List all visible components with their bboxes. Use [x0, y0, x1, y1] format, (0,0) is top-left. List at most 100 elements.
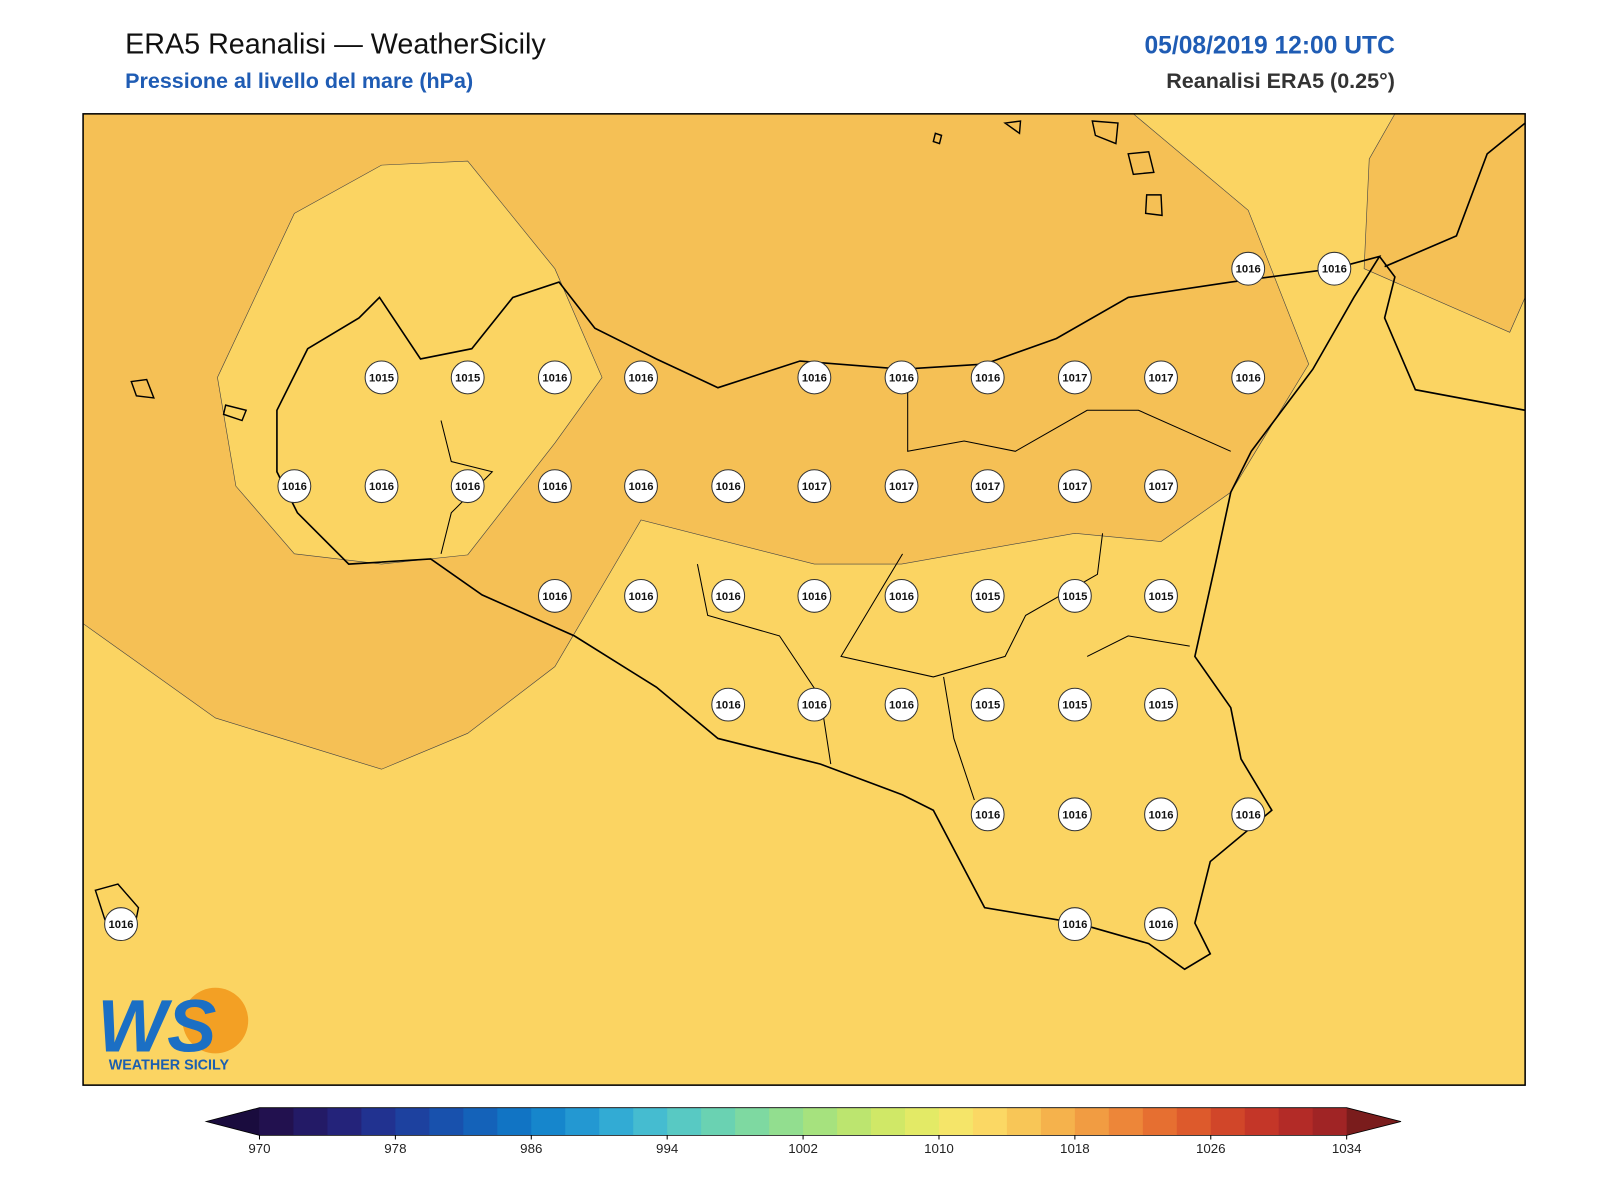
colorbar-swatch — [463, 1107, 498, 1136]
colorbar-tick-label: 978 — [384, 1141, 406, 1156]
station-value: 1017 — [1148, 372, 1173, 384]
station-value: 1015 — [975, 591, 1000, 603]
colorbar-swatch — [972, 1107, 1008, 1136]
station-marker — [1057, 797, 1092, 832]
colorbar-swatch — [735, 1107, 770, 1136]
colorbar-tick-label: 986 — [520, 1141, 542, 1156]
station-value: 1016 — [1062, 809, 1087, 821]
colorbar-swatch — [1142, 1107, 1178, 1136]
station-marker — [1057, 578, 1092, 613]
station-value: 1016 — [628, 372, 653, 384]
colorbar-swatch — [871, 1107, 906, 1136]
station-value: 1015 — [369, 372, 394, 384]
station-value: 1016 — [628, 591, 653, 603]
colorbar-swatch — [361, 1107, 396, 1136]
station-value: 1016 — [1236, 264, 1261, 276]
colorbar-extend-high — [1346, 1107, 1402, 1136]
colorbar-tick-label: 1002 — [788, 1141, 818, 1156]
station-marker — [1231, 360, 1266, 395]
station-marker — [1231, 797, 1266, 832]
station-value: 1016 — [1062, 919, 1087, 931]
colorbar-swatch — [531, 1107, 566, 1136]
station-value: 1016 — [975, 372, 1000, 384]
station-marker — [450, 469, 485, 504]
station-value: 1015 — [1062, 591, 1087, 603]
station-value: 1016 — [369, 481, 394, 493]
station-marker — [1231, 251, 1266, 286]
station-value: 1016 — [716, 481, 741, 493]
colorbar-swatch — [701, 1107, 736, 1136]
colorbar-swatch — [599, 1107, 634, 1136]
station-marker — [1144, 469, 1178, 504]
colorbar-extend-low — [206, 1107, 260, 1136]
station-marker — [104, 907, 138, 942]
station-marker — [797, 687, 832, 722]
station-marker — [884, 469, 919, 504]
station-marker — [1057, 687, 1092, 722]
station-value: 1016 — [542, 481, 567, 493]
colorbar-swatch — [905, 1107, 940, 1136]
map: 1016 1016 1015 1015 1016 1016 1016 1016 1016 1017… — [82, 113, 1526, 1086]
station-value: 1016 — [889, 591, 914, 603]
station-marker — [624, 578, 658, 613]
station-marker — [797, 469, 832, 504]
station-marker — [364, 360, 399, 395]
station-value: 1017 — [802, 481, 827, 493]
colorbar-swatch — [1244, 1107, 1280, 1136]
station-marker — [1144, 578, 1178, 613]
station-marker — [970, 360, 1005, 395]
station-value: 1015 — [455, 372, 480, 384]
station-marker — [1057, 360, 1092, 395]
station-value: 1017 — [1148, 481, 1173, 493]
calabria-coast — [1378, 122, 1526, 412]
station-marker — [711, 578, 746, 613]
station-marker — [1144, 797, 1178, 832]
station-marker — [537, 360, 572, 395]
colorbar-swatch — [1278, 1107, 1314, 1136]
station-marker — [1144, 360, 1178, 395]
colorbar-swatch — [259, 1107, 294, 1136]
logo: WS WEATHER SICILY — [97, 984, 249, 1074]
colorbar-tick-label: 1026 — [1196, 1141, 1226, 1156]
station-value: 1017 — [1062, 372, 1087, 384]
station-value: 1016 — [716, 591, 741, 603]
map-frame — [82, 113, 1526, 1086]
logo-name: WEATHER SICILY — [109, 1058, 230, 1074]
station-value: 1016 — [1236, 372, 1261, 384]
colorbar-swatch — [497, 1107, 532, 1136]
station-marker — [624, 469, 658, 504]
station-value: 1015 — [1148, 700, 1173, 712]
station-value: 1015 — [1062, 700, 1087, 712]
colorbar-swatch — [395, 1107, 430, 1136]
station-marker — [1144, 687, 1178, 722]
colorbar-swatch — [633, 1107, 668, 1136]
colorbar-swatch — [769, 1107, 804, 1136]
station-value: 1016 — [802, 591, 827, 603]
colorbar-swatch — [565, 1107, 600, 1136]
station-value: 1016 — [1236, 809, 1261, 821]
station-marker — [1317, 251, 1352, 286]
station-value: 1016 — [282, 481, 307, 493]
station-value: 1016 — [889, 700, 914, 712]
station-marker — [884, 578, 919, 613]
station-marker — [711, 687, 746, 722]
station-value: 1016 — [1148, 919, 1173, 931]
colorbar-swatch — [1108, 1107, 1144, 1136]
colorbar-swatch — [1074, 1107, 1110, 1136]
colorbar-tick-label: 994 — [656, 1141, 679, 1156]
subtitle: Pressione al livello del mare (hPa) — [125, 69, 473, 93]
station-value: 1016 — [1322, 264, 1347, 276]
colorbar-tick-label: 1018 — [1060, 1141, 1090, 1156]
station-value: 1016 — [542, 591, 567, 603]
station-marker — [364, 469, 399, 504]
station-marker — [970, 687, 1005, 722]
station-marker — [624, 360, 658, 395]
station-value: 1016 — [628, 481, 653, 493]
station-marker — [1144, 907, 1178, 942]
station-value: 1016 — [975, 809, 1000, 821]
station-marker — [1057, 907, 1092, 942]
station-value: 1015 — [975, 700, 1000, 712]
